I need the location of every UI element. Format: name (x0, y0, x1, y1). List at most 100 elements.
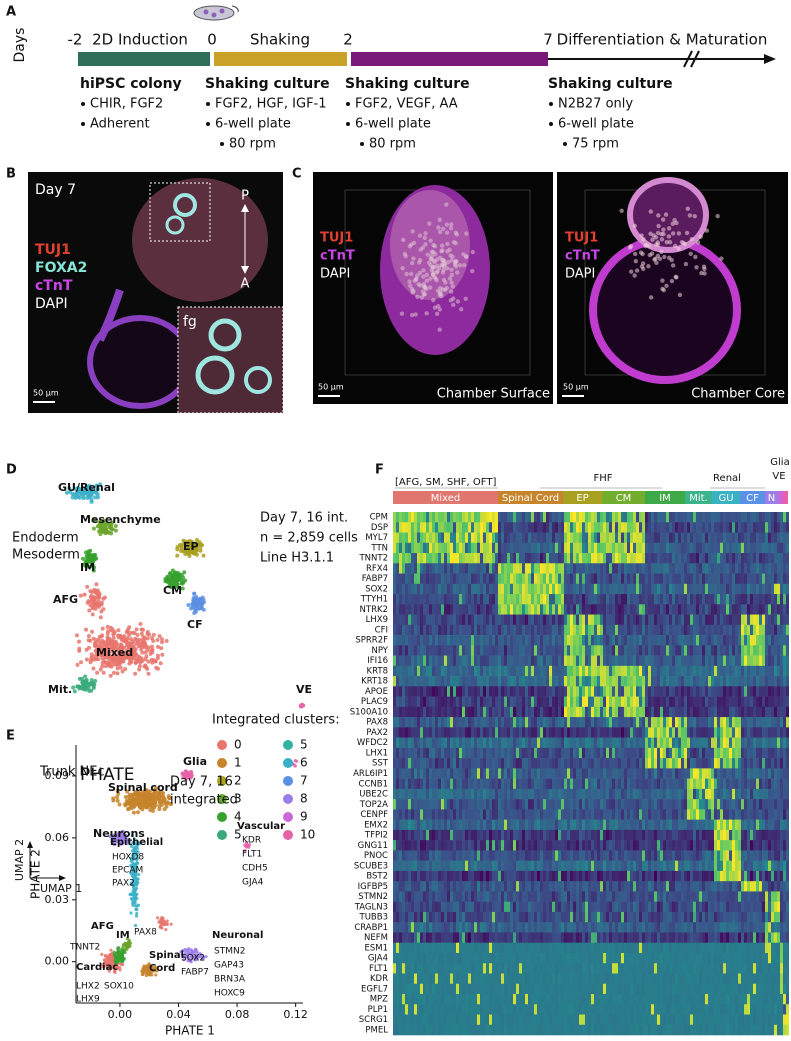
heatmap-cell (603, 573, 606, 585)
heatmap-cell (717, 686, 720, 697)
heatmap-cell (417, 553, 420, 564)
heatmap-cell (771, 696, 774, 708)
heatmap-cell (465, 676, 468, 687)
heatmap-cell (465, 542, 468, 554)
heatmap-cell (546, 563, 549, 574)
heatmap-cell (606, 614, 609, 626)
heatmap-cell (669, 563, 672, 574)
heatmap-cell (621, 655, 624, 667)
heatmap-cell (558, 512, 561, 523)
heatmap-cell (684, 604, 687, 615)
heatmap-cell (420, 553, 423, 564)
heatmap-cell (594, 604, 597, 615)
heatmap-cell (705, 542, 708, 554)
heatmap-cell (681, 635, 684, 646)
legend-swatch (217, 830, 227, 840)
cell-point (81, 494, 86, 499)
heatmap-cell (456, 604, 459, 615)
heatmap-cell (504, 522, 507, 533)
heatmap-cell (408, 706, 411, 718)
heatmap-cell (720, 573, 723, 585)
heatmap-cell (663, 717, 666, 728)
heatmap-cell (630, 624, 633, 636)
heatmap-cell (663, 604, 666, 615)
heatmap-cell (675, 594, 678, 605)
heatmap-cell (681, 645, 684, 656)
heatmap-cell (681, 563, 684, 574)
heatmap-cell (726, 676, 729, 687)
heatmap-cell (729, 676, 732, 687)
info: integrated (170, 793, 238, 808)
nucleus (648, 209, 653, 214)
heatmap-cell (528, 665, 531, 677)
heatmap-cell (693, 573, 696, 585)
heatmap-cell (771, 706, 774, 718)
heatmap-cell (774, 594, 777, 605)
heatmap-cell (441, 655, 444, 667)
heatmap-cell (543, 686, 546, 697)
cell-point (116, 628, 121, 633)
heatmap-cell (480, 594, 483, 605)
heatmap-cell (444, 686, 447, 697)
phase-bar (351, 52, 548, 66)
heatmap-cell (459, 553, 462, 564)
heatmap-cell (759, 594, 762, 605)
cell-point (192, 549, 197, 554)
heatmap-cell (429, 717, 432, 728)
heatmap-cell (738, 676, 741, 687)
nucleus (430, 264, 436, 270)
heatmap-cell (582, 635, 585, 646)
heatmap-cell (456, 635, 459, 646)
heatmap-cell (489, 542, 492, 554)
cell-point (132, 837, 137, 841)
heatmap-cell (582, 645, 585, 656)
heatmap-cell (624, 594, 627, 605)
heatmap-cell (714, 645, 717, 656)
heatmap-cell (774, 717, 777, 728)
heatmap-cell (546, 686, 549, 697)
heatmap-cell (405, 686, 408, 697)
nucleus (463, 296, 468, 301)
heatmap-cell (417, 542, 420, 554)
zoom-box (149, 182, 211, 242)
heatmap-cell (516, 594, 519, 605)
cell-point (99, 526, 104, 531)
nucleus (627, 245, 633, 250)
nucleus (418, 257, 423, 263)
heatmap-cell (681, 665, 684, 677)
heatmap-cell (537, 532, 540, 544)
heatmap-cell (621, 542, 624, 554)
heatmap-cell (537, 696, 540, 708)
heatmap-cell (477, 706, 480, 718)
group-label: N (768, 493, 775, 504)
heatmap-cell (762, 512, 765, 523)
heatmap-cell (729, 717, 732, 728)
heatmap-cell (729, 522, 732, 533)
heatmap-cell (393, 573, 396, 585)
heatmap-cell (675, 553, 678, 564)
heatmap-cell (474, 522, 477, 533)
heatmap-cell (528, 645, 531, 656)
heatmap-cell (435, 686, 438, 697)
heatmap-cell (444, 645, 447, 656)
heatmap-cell (450, 512, 453, 523)
nucleus (404, 271, 409, 277)
heatmap-cell (612, 706, 615, 718)
heatmap-cell (504, 676, 507, 687)
heatmap-cell (669, 696, 672, 708)
heatmap-cell (555, 635, 558, 646)
heatmap-cell (489, 686, 492, 697)
heatmap-cell (507, 532, 510, 544)
heatmap-cell (516, 563, 519, 574)
heatmap-cell (633, 706, 636, 718)
legend-swatch (283, 776, 293, 786)
heatmap-cell (546, 614, 549, 626)
heatmap-cell (732, 655, 735, 667)
heatmap-cell (630, 676, 633, 687)
nucleus (470, 268, 475, 274)
heatmap-cell (738, 604, 741, 615)
heatmap-cell (684, 665, 687, 677)
heatmap-cell (657, 696, 660, 708)
heatmap-cell (516, 655, 519, 667)
heatmap-cell (453, 696, 456, 708)
